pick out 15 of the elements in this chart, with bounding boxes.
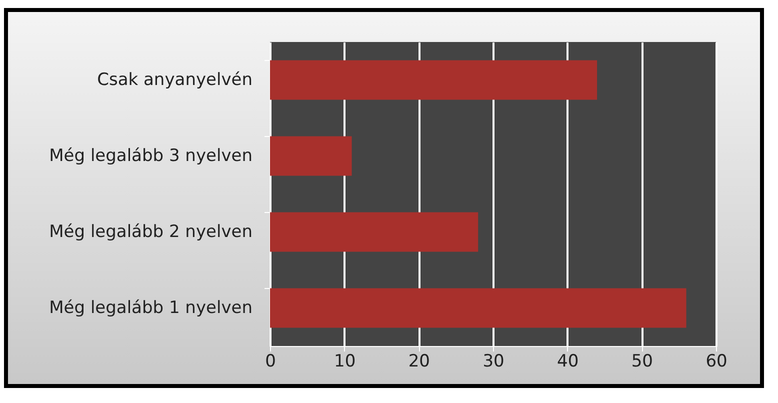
y-tick-label: Csak anyanyelvén	[97, 70, 252, 90]
x-tick-label: 40	[557, 352, 579, 372]
bar	[270, 136, 352, 176]
x-tick-label: 50	[631, 352, 653, 372]
x-tick-label: 10	[334, 352, 356, 372]
y-tick-label: Még legalább 2 nyelven	[49, 222, 252, 242]
x-tick-label: 0	[265, 352, 276, 372]
bar	[270, 212, 478, 252]
y-tick-label: Még legalább 3 nyelven	[49, 146, 252, 166]
y-tick-label: Még legalább 1 nyelven	[49, 298, 252, 318]
bar	[270, 60, 598, 100]
x-tick-label: 20	[408, 352, 430, 372]
x-tick-label: 30	[482, 352, 504, 372]
x-tick-label: 60	[706, 352, 728, 372]
bar	[270, 288, 686, 328]
